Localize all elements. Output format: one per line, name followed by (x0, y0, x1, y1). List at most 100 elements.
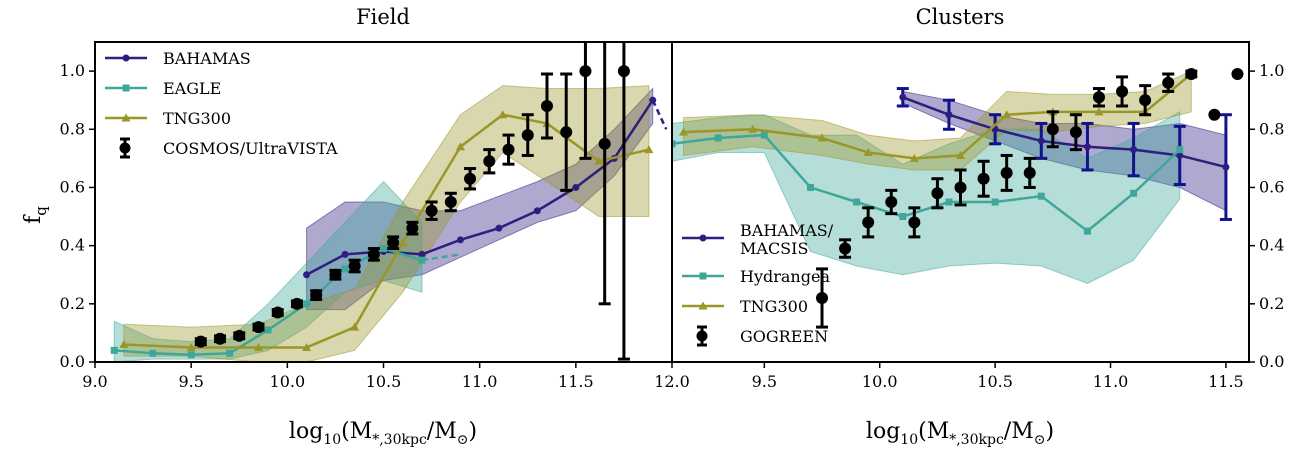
data-point-3-10 (387, 236, 400, 249)
data-point-3-16 (502, 143, 515, 156)
data-point-3-4 (271, 306, 284, 319)
data-point-3-6 (954, 181, 967, 194)
legend: BAHAMAS/MACSIS Hydrangea TNG300 GOGREEN (682, 221, 834, 347)
y-tick-label: 0.8 (60, 119, 85, 138)
band-2 (123, 85, 650, 362)
data-point-3-0 (194, 335, 207, 348)
y-tick-label: 0.0 (60, 352, 85, 371)
data-point-3-7 (977, 172, 990, 185)
data-point-3-7 (329, 268, 342, 281)
legend-swatch-marker (122, 84, 130, 92)
legend-label: COSMOS/UltraVISTA (163, 139, 338, 158)
data-point-0-3 (1037, 137, 1045, 145)
data-point-3-3 (252, 321, 265, 334)
data-point-2-8 (1094, 107, 1104, 116)
data-point-0-6 (533, 207, 541, 215)
svg-text:fq: fq (21, 206, 50, 224)
data-point-3-4 (908, 216, 921, 229)
data-point-3-2 (862, 216, 875, 229)
data-point-1-6 (945, 198, 953, 206)
legend-swatch-marker (699, 234, 707, 242)
data-point-1-7 (380, 245, 387, 253)
x-tick-label: 11.5 (558, 372, 594, 391)
legend-label: GOGREEN (740, 327, 828, 346)
data-point-1-2 (187, 351, 195, 359)
legend-swatch-marker (121, 113, 131, 122)
data-point-0-5 (1130, 146, 1138, 154)
panel-title-clusters: Clusters (916, 5, 1005, 29)
data-point-3-2 (233, 329, 246, 342)
data-point-3-3 (885, 196, 898, 208)
band-1 (672, 110, 1181, 285)
data-point-1-3 (806, 183, 814, 191)
plot-area (110, 42, 668, 362)
data-point-3-6 (310, 289, 323, 302)
data-point-2-1 (748, 124, 758, 133)
data-point-2-5 (956, 150, 965, 159)
band-1 (113, 180, 423, 362)
band-2 (683, 70, 1192, 171)
panel-field: 9.0 9.5 10.0 10.5 11.0 11.5 12.0 0.0 0.2 0.4 0.6 0.… (60, 41, 690, 391)
series-line-1 (672, 133, 1181, 233)
data-point-3-18 (540, 100, 553, 112)
data-point-0-0 (303, 271, 311, 279)
data-point-3-20 (579, 65, 592, 78)
x-tick-label: 11.0 (462, 372, 498, 391)
data-point-2-6 (1002, 110, 1012, 119)
data-point-1-1 (714, 134, 722, 142)
series-line-0 (305, 99, 654, 276)
data-point-1-8 (1037, 192, 1045, 200)
x-tick-label: 10.0 (270, 372, 306, 391)
data-point-3-8 (348, 260, 361, 272)
data-point-3-16 (1185, 68, 1198, 80)
data-point-0-0 (899, 93, 907, 101)
data-point-0-6 (1176, 151, 1184, 159)
data-point-1-7 (991, 198, 999, 206)
data-point-2-4 (350, 322, 360, 331)
data-point-0-4 (456, 236, 464, 244)
data-point-2-10 (644, 145, 654, 154)
data-point-3-0 (816, 292, 829, 304)
data-point-3-14 (464, 172, 477, 185)
x-tick-label: 10.5 (366, 372, 402, 391)
data-point-1-9 (1083, 227, 1091, 235)
y-tick-label: 0.0 (1259, 352, 1284, 371)
x-tick-label: 9.0 (82, 372, 107, 391)
series-line-0 (902, 96, 1227, 169)
legend-label: Hydrangea (740, 267, 830, 286)
data-point-0-7 (572, 183, 580, 191)
y-tick-label: 0.4 (1259, 236, 1284, 255)
data-point-2-5 (398, 238, 408, 247)
data-point-2-3 (302, 342, 312, 351)
legend-swatch-marker (696, 330, 708, 342)
data-point-3-12 (1092, 91, 1105, 104)
data-point-1-10 (1130, 189, 1138, 197)
data-point-3-13 (1116, 85, 1129, 98)
data-point-3-21 (598, 137, 611, 150)
data-point-1-8 (418, 256, 426, 264)
y-tick-label: 1.0 (60, 61, 85, 80)
data-point-1-6 (341, 265, 349, 273)
data-point-3-11 (406, 222, 419, 235)
data-point-3-9 (1023, 166, 1036, 179)
data-point-0-9 (649, 96, 657, 104)
data-point-2-9 (594, 156, 604, 165)
legend-label: TNG300 (163, 109, 231, 128)
data-point-2-2 (817, 133, 827, 142)
data-point-3-5 (931, 187, 944, 200)
data-point-1-4 (264, 326, 272, 334)
data-point-3-19 (560, 126, 573, 139)
x-tick-label: 10.0 (862, 372, 898, 391)
legend-label: MACSIS (740, 239, 808, 258)
data-point-3-5 (290, 297, 303, 310)
x-axis-label-field: log10(M*,30kpc/M⊙) (289, 419, 477, 448)
y-tick-label: 0.2 (60, 294, 85, 313)
x-tick-label: 12.0 (654, 372, 690, 391)
y-tick-label: 0.6 (1259, 177, 1284, 196)
panel-clusters: 9.5 10.0 10.5 11.0 11.5 0.0 0.2 0.4 0.6 0.8 1.0 BAH… (671, 41, 1284, 391)
data-point-3-8 (1000, 166, 1013, 179)
data-point-1-5 (303, 300, 311, 308)
y-tick-label: 0.4 (60, 236, 85, 255)
data-point-2-4 (909, 153, 919, 162)
